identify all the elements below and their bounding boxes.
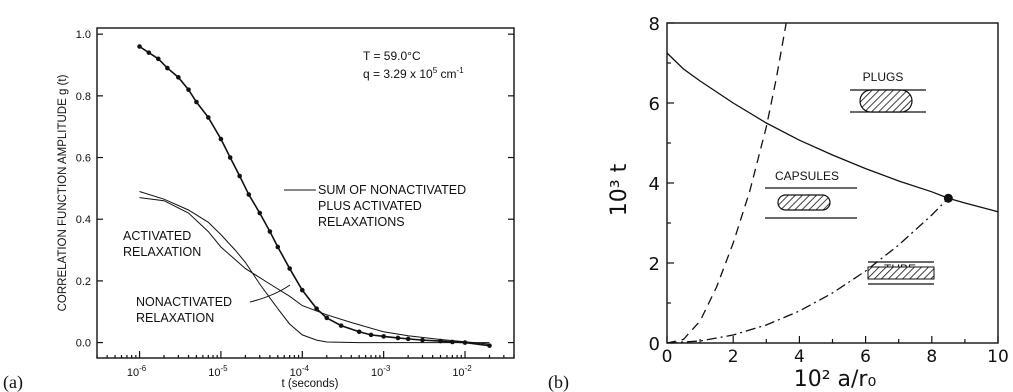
q-unit-exp: -1 <box>457 66 465 75</box>
panel-b-x-tick-label: 10 <box>987 347 1009 367</box>
panel-a-x-tick-label: 10-6 <box>127 364 147 379</box>
panel-b-y-axis-label: 10³ t <box>607 163 632 216</box>
measured-data-point <box>324 315 330 321</box>
sum-annotation-line-3: RELAXATIONS <box>318 215 405 229</box>
measured-data-point <box>137 44 142 49</box>
nonactivated-annotation-line-1: NONACTIVATED <box>136 295 232 309</box>
panel-b-y-tick-label: 6 <box>649 94 660 115</box>
panel-a-x-ticks: 10-6 10-5 10-4 10-3 10-2 <box>96 351 515 379</box>
panel-a-y-tick-label: 0.8 <box>76 91 91 103</box>
triple-point-marker <box>943 193 953 203</box>
panel-b-x-tick-label: 2 <box>728 347 739 367</box>
panel-a-x-tick-label: 10-5 <box>208 364 228 379</box>
panel-b-x-axis-label: 10² a/r₀ <box>794 367 877 392</box>
panel-a-y-tick-label: 0.0 <box>76 338 91 350</box>
measured-data-point <box>487 343 492 348</box>
activated-annotation: ACTIVATED RELAXATION <box>123 229 201 259</box>
measured-data-point <box>395 335 401 341</box>
panel-b-series <box>666 22 999 344</box>
panel-a-y-axis-label: CORRELATION FUNCTION AMPLITUDE g (t) <box>57 74 69 311</box>
measured-data-point <box>287 266 292 271</box>
tube-region: TUBE <box>867 261 935 285</box>
activated-relaxation-curve <box>139 197 490 345</box>
capsules-shape <box>777 194 831 211</box>
measured-data-point <box>218 136 224 142</box>
panel-b-y-tick-label: 2 <box>649 254 660 275</box>
measured-data-point <box>186 87 191 92</box>
capsule-boundary-dashed-curve <box>666 22 787 344</box>
panel-a-x-tick-label: 10-3 <box>371 364 391 379</box>
measured-data-point <box>267 229 273 234</box>
measured-data-trace <box>139 45 490 347</box>
measured-data-point <box>246 192 252 197</box>
panel-b-x-tick-label: 8 <box>926 347 937 367</box>
panel-a-series <box>137 44 492 348</box>
panel-b-x-tick-label: 0 <box>662 347 673 367</box>
measured-data-point <box>176 75 181 80</box>
measured-data-point <box>405 336 411 342</box>
panel-b-plot-frame <box>666 22 999 344</box>
capsules-label: CAPSULES <box>775 169 839 183</box>
measured-data-point <box>227 155 233 160</box>
measured-data-point <box>165 65 170 71</box>
measured-data-point <box>257 210 263 216</box>
q-prefix: q = 3.29 x 10 <box>363 67 433 81</box>
panel-b-y-tick-label: 8 <box>649 14 660 35</box>
panel-a-y-ticks: 0.0 0.2 0.4 0.6 0.8 1.0 <box>76 29 514 350</box>
plugs-shape <box>859 89 913 113</box>
plugs-label: PLUGS <box>863 70 904 84</box>
measured-data-point <box>194 99 199 105</box>
panel-a-x-tick-label: 10-2 <box>452 364 472 379</box>
panel-a-x-axis-label: t (seconds) <box>282 378 339 390</box>
sum-annotation: SUM OF NONACTIVATED PLUS ACTIVATED RELAX… <box>284 183 466 229</box>
panel-a-label: (a) <box>3 372 23 392</box>
sum-annotation-line-2: PLUS ACTIVATED <box>318 199 422 213</box>
sum-annotation-line-1: SUM OF NONACTIVATED <box>318 183 466 197</box>
measured-data-point <box>237 173 242 179</box>
panel-b-label: (b) <box>548 372 569 392</box>
measured-data-point <box>338 323 344 328</box>
plugs-region: PLUGS <box>850 70 926 113</box>
measured-data-point <box>356 329 362 335</box>
tube-boundary-dashdot-curve <box>666 197 949 344</box>
panel-a-correlation-chart: 0.00.20.40.60.81.0 10-6 10-5 10-4 10-3 10-2 … <box>3 27 515 392</box>
wavevector-label: q = 3.29 x 105 cm-1 <box>363 66 464 81</box>
panel-b-y-ticks: 0 2 4 6 8 <box>649 14 674 355</box>
nonactivated-pointer-line <box>249 284 291 303</box>
panel-a-x-tick-label: 10-4 <box>290 364 310 379</box>
panel-b-y-tick-label: 4 <box>649 174 660 195</box>
measured-data-point <box>299 287 305 293</box>
panel-a-y-tick-label: 0.4 <box>76 214 91 226</box>
panel-a-y-tick-label: 1.0 <box>76 29 91 41</box>
panel-b-phase-chart: 0 2 4 6 8 0 2 4 6 8 10 10³ t 10² a/r₀ PLUGS CAPSU… <box>548 14 1009 392</box>
panel-a-plot-frame <box>96 27 515 359</box>
capsules-region: CAPSULES <box>765 169 857 219</box>
measured-data-point <box>368 332 374 338</box>
nonactivated-annotation-line-2: RELAXATION <box>136 311 214 325</box>
measured-data-point <box>275 244 281 250</box>
panel-a-y-tick-label: 0.6 <box>76 153 91 165</box>
activated-annotation-line-1: ACTIVATED <box>123 229 191 243</box>
temperature-label: T = 59.0°C <box>363 49 421 63</box>
q-unit: cm <box>437 67 456 81</box>
measured-data-point <box>155 56 161 62</box>
measured-data-point <box>314 306 319 311</box>
panel-b-x-tick-label: 6 <box>860 347 871 367</box>
measured-data-point <box>420 337 425 343</box>
tube-core <box>867 266 935 280</box>
measured-data-point <box>206 115 211 120</box>
activated-annotation-line-2: RELAXATION <box>123 245 201 259</box>
q-exp: 5 <box>433 66 438 75</box>
panel-b-x-tick-label: 4 <box>794 347 805 367</box>
panel-b-x-ticks: 0 2 4 6 8 10 <box>662 336 1009 367</box>
measured-data-point <box>381 334 386 339</box>
measured-data-point <box>146 50 152 55</box>
panel-b-y-tick-label: 0 <box>649 334 660 355</box>
panel-a-y-tick-label: 0.2 <box>76 276 91 288</box>
nonactivated-annotation: NONACTIVATED RELAXATION <box>136 284 291 325</box>
